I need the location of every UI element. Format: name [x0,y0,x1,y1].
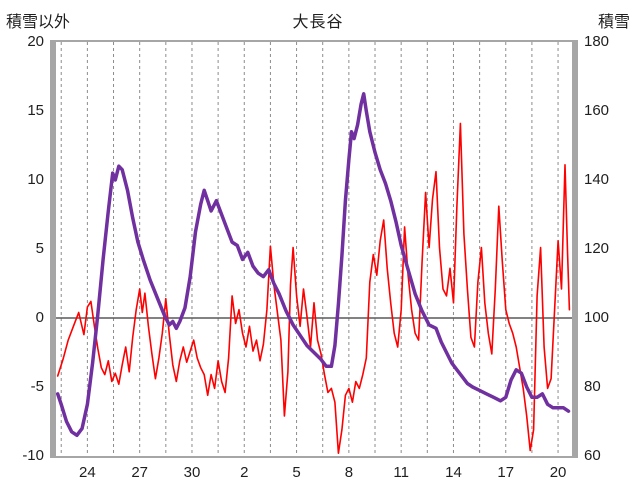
right-axis-tick-label: 80 [584,378,601,395]
right-axis-tick-label: 160 [584,102,610,119]
left-axis-tick-label: 15 [27,102,44,119]
right-axis-tick-label: 100 [584,309,610,326]
left-axis-tick-label: 10 [27,171,44,188]
plot-canvas [56,42,572,456]
x-axis-tick-label: 20 [549,464,567,481]
right-axis-tick-label: 120 [584,240,610,257]
right-axis-tick-label: 60 [584,447,601,464]
x-axis-tick-label: 30 [183,464,201,481]
left-axis-tick-label: -5 [30,378,44,395]
left-axis-tick-label: 0 [35,309,44,326]
x-axis-tick-label: 27 [131,464,149,481]
x-axis-tick-label: 5 [292,464,301,481]
x-axis-tick-label: 11 [393,464,409,481]
x-axis-tick-label: 24 [79,464,96,481]
chart-title: 大長谷 [292,14,344,31]
x-axis-tick-label: 14 [445,464,462,481]
right-axis-tick-label: 180 [584,33,610,50]
left-axis-tick-label: 5 [35,240,44,257]
x-axis-tick-label: 8 [344,464,354,481]
right-axis-tick-label: 140 [584,171,610,188]
x-axis-tick-label: 2 [240,464,249,481]
x-axis-tick-label: 17 [497,464,515,481]
plot-area [50,40,578,458]
left-axis-tick-label: 20 [27,33,44,50]
left-axis-tick-label: -10 [22,447,44,464]
series-other-than-snow-line [56,122,571,455]
series-snow-depth-line [56,92,571,438]
left-axis-title: 積雪以外 [6,14,71,31]
right-axis-title: 積雪 [597,14,630,31]
